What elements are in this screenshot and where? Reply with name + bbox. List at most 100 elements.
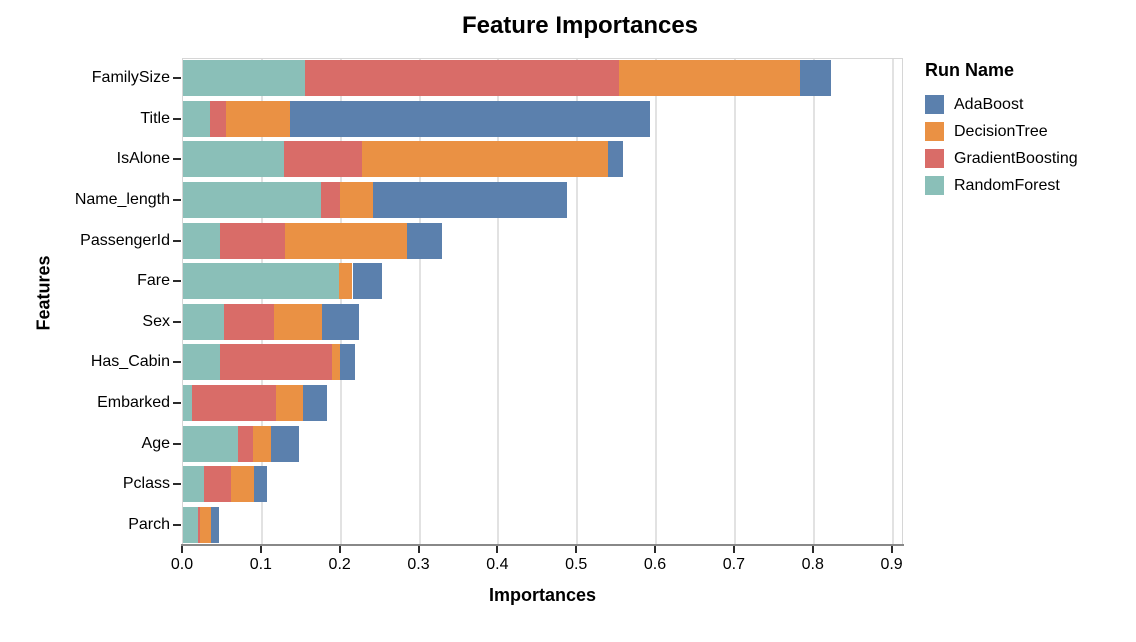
x-tick-label: 0.6 [643, 556, 667, 573]
y-tick-label: Name_length [74, 191, 170, 209]
bar-segment-adaboost[interactable] [321, 303, 359, 340]
bar-row-has_cabin [183, 344, 902, 381]
bar-segment-decisiontree[interactable] [284, 222, 407, 259]
legend-item-randomforest[interactable]: RandomForest [925, 172, 1078, 199]
bar-segment-decisiontree[interactable] [231, 466, 254, 503]
gridline [891, 59, 894, 544]
plot-area [182, 58, 903, 545]
bar-segment-adaboost[interactable] [607, 141, 623, 178]
y-tick-label: Age [141, 434, 170, 452]
legend-label: RandomForest [954, 176, 1060, 194]
bar-row-familysize [183, 60, 902, 97]
x-tick-mark [732, 546, 735, 553]
bar-segment-gradientboosting[interactable] [320, 182, 340, 219]
bar-row-pclass [183, 466, 902, 503]
x-axis-title: Importances [488, 585, 597, 605]
legend-label: DecisionTree [954, 122, 1048, 140]
bar-segment-adaboost[interactable] [290, 100, 650, 137]
x-tick-mark [654, 546, 657, 553]
gridline [655, 59, 658, 544]
bar-row-passengerid [183, 222, 902, 259]
bar-segment-adaboost[interactable] [373, 182, 567, 219]
bar-segment-adaboost[interactable] [253, 466, 267, 503]
bar-segment-adaboost[interactable] [211, 506, 220, 543]
bar-segment-decisiontree[interactable] [276, 384, 303, 421]
bar-segment-decisiontree[interactable] [618, 60, 800, 97]
bar-segment-gradientboosting[interactable] [209, 100, 227, 137]
legend-label: AdaBoost [954, 95, 1024, 113]
bar-segment-adaboost[interactable] [339, 344, 355, 381]
bar-segment-randomforest[interactable] [183, 384, 192, 421]
x-tick-mark [181, 546, 183, 553]
bar-segment-decisiontree[interactable] [199, 506, 212, 543]
bar-segment-decisiontree[interactable] [274, 303, 322, 340]
bar-segment-adaboost[interactable] [270, 425, 299, 462]
bar-segment-randomforest[interactable] [183, 100, 210, 137]
bar-segment-randomforest[interactable] [183, 60, 306, 97]
x-tick-mark [338, 546, 341, 553]
x-tick-mark [575, 546, 578, 553]
x-tick-label: 0.8 [801, 556, 824, 573]
bar-segment-adaboost[interactable] [352, 263, 382, 300]
bar-segment-randomforest[interactable] [183, 222, 221, 259]
bar-segment-gradientboosting[interactable] [238, 425, 254, 462]
bar-segment-decisiontree[interactable] [361, 141, 608, 178]
y-tick-mark [173, 442, 181, 445]
bar-segment-gradientboosting[interactable] [223, 303, 275, 340]
bar-segment-adaboost[interactable] [406, 222, 443, 259]
bar-row-title [183, 100, 902, 137]
bar-segment-decisiontree[interactable] [332, 344, 340, 381]
legend-item-decisiontree[interactable]: DecisionTree [925, 118, 1078, 145]
bar-segment-decisiontree[interactable] [339, 263, 353, 300]
bar-segment-gradientboosting[interactable] [283, 141, 362, 178]
bar-row-embarked [183, 384, 902, 421]
chart-title: Feature Importances [461, 12, 699, 39]
y-tick-label: IsAlone [116, 150, 170, 168]
legend-item-gradientboosting[interactable]: GradientBoosting [925, 145, 1078, 172]
bar-segment-decisiontree[interactable] [339, 182, 373, 219]
legend-swatch [925, 95, 944, 114]
bar-segment-randomforest[interactable] [183, 182, 321, 219]
x-tick-mark [496, 546, 499, 553]
bar-segment-decisiontree[interactable] [253, 425, 271, 462]
bar-segment-gradientboosting[interactable] [204, 466, 232, 503]
y-tick-label: Parch [128, 515, 170, 533]
bar-segment-adaboost[interactable] [302, 384, 328, 421]
y-tick-label: Sex [142, 312, 170, 330]
bar-segment-adaboost[interactable] [799, 60, 832, 97]
y-tick-mark [173, 77, 181, 80]
bar-segment-randomforest[interactable] [183, 425, 239, 462]
x-tick-mark [890, 546, 893, 553]
gridline [733, 59, 736, 544]
y-tick-mark [173, 401, 181, 404]
legend-swatch [925, 122, 944, 141]
bar-segment-randomforest[interactable] [183, 506, 198, 543]
y-tick-mark [173, 239, 181, 242]
bar-segment-randomforest[interactable] [183, 344, 221, 381]
x-tick-label: 0.5 [565, 556, 588, 573]
bar-row-sex [183, 303, 902, 340]
y-tick-label: FamilySize [91, 69, 170, 87]
bar-segment-gradientboosting[interactable] [197, 506, 200, 543]
y-tick-mark [173, 117, 181, 120]
x-tick-label: 0.2 [328, 556, 351, 573]
bar-segment-randomforest[interactable] [183, 263, 340, 300]
bar-row-isalone [183, 141, 902, 178]
bar-row-fare [183, 263, 902, 300]
x-tick-label: 0.4 [486, 556, 509, 573]
legend-item-adaboost[interactable]: AdaBoost [925, 91, 1078, 118]
y-tick-mark [173, 280, 181, 283]
bar-segment-decisiontree[interactable] [226, 100, 291, 137]
bar-segment-gradientboosting[interactable] [220, 222, 285, 259]
bar-row-name_length [183, 182, 902, 219]
bar-segment-randomforest[interactable] [183, 141, 284, 178]
bar-segment-gradientboosting[interactable] [305, 60, 619, 97]
legend-swatch [925, 176, 944, 195]
bar-segment-gradientboosting[interactable] [191, 384, 277, 421]
bar-segment-randomforest[interactable] [183, 303, 224, 340]
y-tick-label: Embarked [97, 393, 170, 411]
bar-segment-gradientboosting[interactable] [220, 344, 332, 381]
bar-segment-randomforest[interactable] [183, 466, 205, 503]
x-tick-label: 0.9 [880, 556, 903, 573]
